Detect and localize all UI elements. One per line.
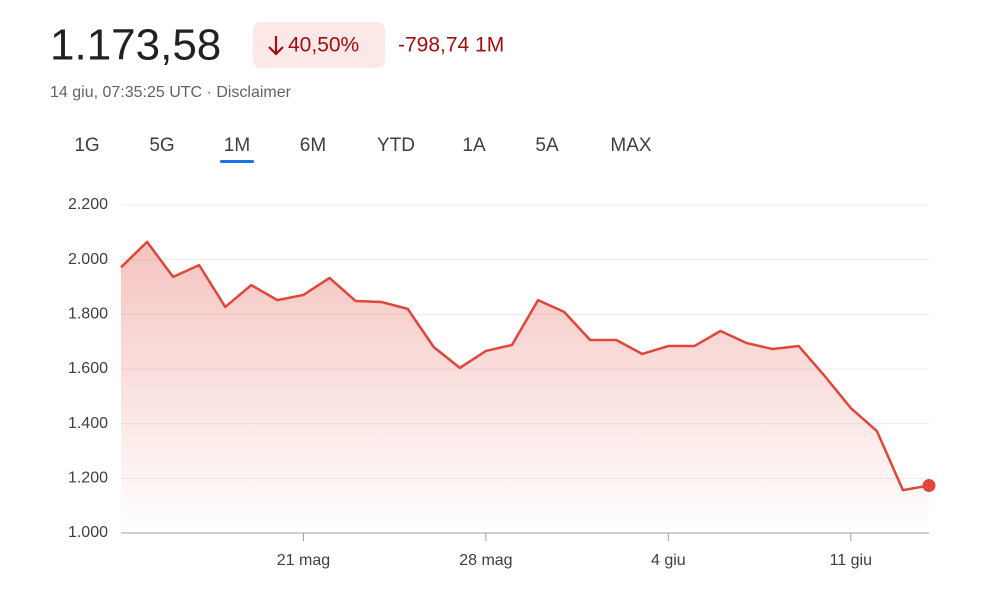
y-tick-label: 1.400: [68, 415, 108, 432]
range-tab[interactable]: 5G: [149, 135, 174, 156]
range-tab[interactable]: 1G: [74, 135, 99, 156]
range-tab[interactable]: 5A: [535, 135, 559, 156]
tab-underline: [220, 160, 254, 163]
x-tick-label: 28 mag: [459, 552, 512, 569]
change-badge: [253, 22, 385, 68]
disclaimer[interactable]: Disclaimer: [216, 84, 291, 101]
y-tick-label: 2.200: [68, 196, 108, 213]
change-percent: 40,50%: [288, 34, 359, 57]
range-tab[interactable]: 1A: [462, 135, 486, 156]
y-tick-label: 2.000: [68, 251, 108, 268]
range-tabs: 1G 5G 1M 6M YTD 1A 5A MAX: [74, 135, 652, 163]
down-arrow: [268, 36, 284, 56]
range-tab[interactable]: 1M: [224, 135, 250, 156]
time: 14 giu, 07:35:25 UTC: [50, 84, 202, 101]
range-tab[interactable]: YTD: [377, 135, 415, 156]
change-value: -798,74 1M: [398, 34, 504, 57]
area: [121, 241, 929, 533]
plot: 1.000 1.200 1.400 1.600 1.800 2.000 2.200 21 ma…: [68, 196, 936, 569]
y-tick-label: 1.200: [68, 470, 108, 487]
price-line: [120, 240, 930, 492]
timestamp: 14 giu, 07:35:25 UTC · Disclaimer: [50, 84, 292, 101]
range-tab[interactable]: 6M: [300, 135, 326, 156]
x-tick-label: 21 mag: [277, 552, 330, 569]
x-tick-label: 11 giu: [830, 552, 872, 569]
y-tick-label: 1.000: [68, 524, 108, 541]
price: 1.173,58: [50, 21, 221, 70]
y-tick-label: 1.600: [68, 360, 108, 377]
x-tick-label: 4 giu: [651, 552, 686, 569]
range-tab[interactable]: MAX: [610, 135, 652, 156]
separator: ·: [202, 84, 216, 101]
last-point: [922, 479, 936, 493]
y-tick-label: 1.800: [68, 306, 108, 323]
